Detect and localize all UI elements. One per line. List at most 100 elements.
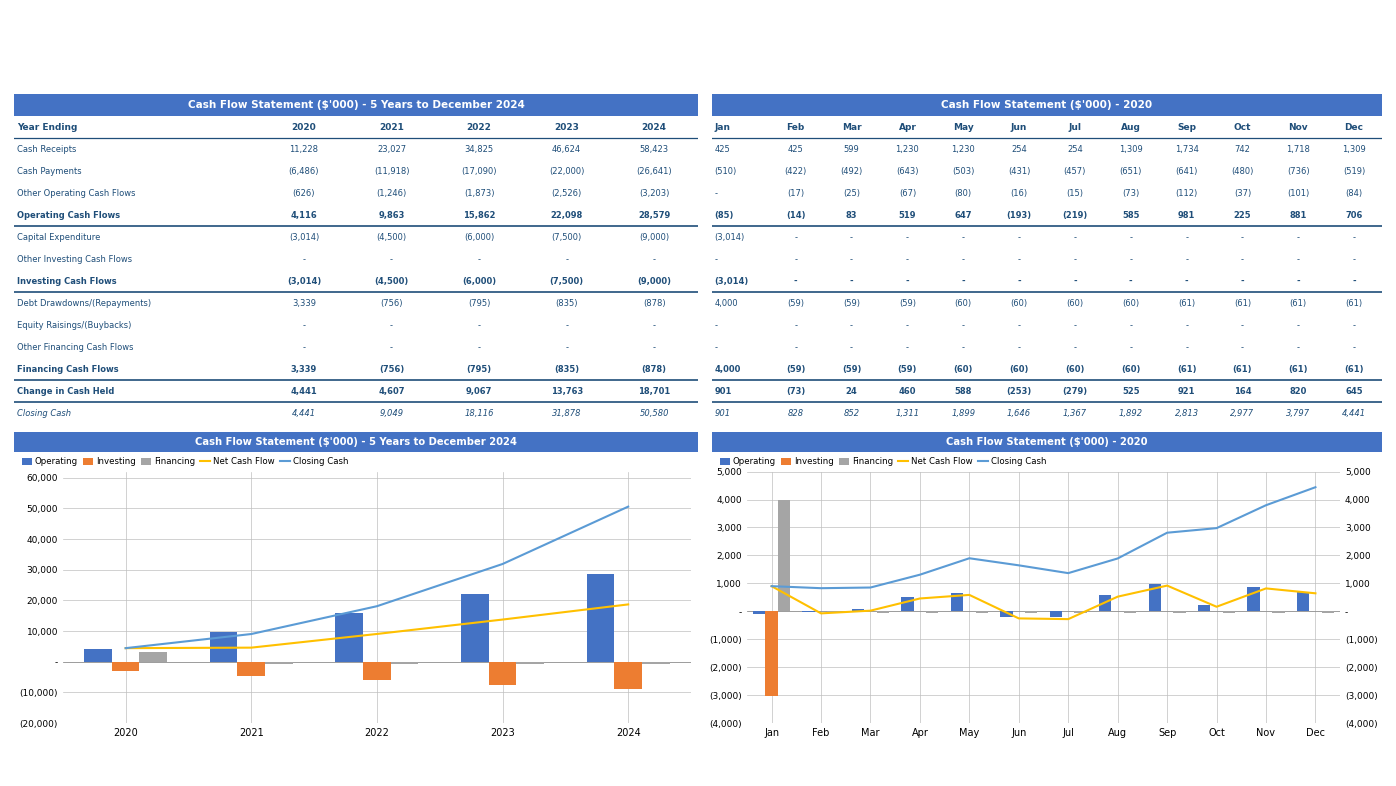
Text: Cash Flow Statement ($'000) - 5 Years to December 2024: Cash Flow Statement ($'000) - 5 Years to… — [195, 437, 517, 447]
Bar — [877, 612, 889, 613]
Text: 1,718: 1,718 — [1286, 145, 1311, 154]
Bar — [1025, 612, 1037, 613]
Text: 254: 254 — [1011, 145, 1027, 154]
Text: 828: 828 — [787, 409, 804, 418]
Text: -: - — [1185, 255, 1188, 264]
Text: -: - — [715, 255, 718, 264]
Text: 2023: 2023 — [554, 123, 579, 132]
Text: (60): (60) — [955, 299, 972, 308]
Text: (17): (17) — [787, 189, 804, 198]
Text: -: - — [1074, 321, 1076, 330]
Text: Other Operating Cash Flows: Other Operating Cash Flows — [17, 189, 135, 198]
Text: -: - — [1018, 233, 1020, 242]
Text: (503): (503) — [952, 167, 974, 176]
Text: 1,230: 1,230 — [895, 145, 920, 154]
Text: 2021: 2021 — [380, 123, 403, 132]
Bar — [14, 314, 698, 336]
Text: -: - — [794, 255, 797, 264]
Bar — [1099, 595, 1111, 612]
Bar — [712, 380, 1382, 402]
Text: 4,000: 4,000 — [715, 299, 738, 308]
Text: -: - — [1129, 233, 1132, 242]
Text: Closing Cash: Closing Cash — [17, 409, 71, 418]
Text: -: - — [906, 321, 909, 330]
Text: -: - — [962, 321, 965, 330]
Text: -: - — [850, 233, 853, 242]
Text: Other Financing Cash Flows: Other Financing Cash Flows — [17, 343, 133, 352]
Text: -: - — [1129, 321, 1132, 330]
Text: (835): (835) — [554, 365, 579, 374]
Text: (835): (835) — [556, 299, 578, 308]
Text: 83: 83 — [846, 211, 857, 220]
Text: -: - — [1074, 277, 1076, 286]
Bar — [489, 662, 517, 685]
Bar — [712, 336, 1382, 358]
Bar — [14, 292, 698, 314]
Text: 1,367: 1,367 — [1062, 409, 1087, 418]
Bar — [14, 182, 698, 204]
Text: (626): (626) — [293, 189, 315, 198]
Text: -: - — [906, 277, 909, 286]
Bar — [14, 402, 698, 424]
Text: -: - — [906, 233, 909, 242]
Text: -: - — [1297, 255, 1300, 264]
Text: -: - — [794, 233, 797, 242]
Text: (4,500): (4,500) — [377, 233, 406, 242]
Text: Dec: Dec — [1344, 123, 1364, 132]
Text: 9,049: 9,049 — [380, 409, 403, 418]
Text: -: - — [1241, 277, 1244, 286]
Text: (17,090): (17,090) — [461, 167, 497, 176]
Text: -: - — [1297, 277, 1300, 286]
Bar — [14, 380, 698, 402]
Text: (736): (736) — [1287, 167, 1309, 176]
Text: (3,203): (3,203) — [639, 189, 670, 198]
Bar — [712, 358, 1382, 380]
Text: (510): (510) — [715, 167, 737, 176]
Bar — [712, 270, 1382, 292]
Bar — [712, 292, 1382, 314]
Text: (9,000): (9,000) — [637, 277, 671, 286]
Text: (1,873): (1,873) — [463, 189, 494, 198]
Text: (25): (25) — [843, 189, 860, 198]
Text: 3,797: 3,797 — [1286, 409, 1311, 418]
Text: 3,339: 3,339 — [290, 365, 317, 374]
Text: Debt Drawdowns/(Repayments): Debt Drawdowns/(Repayments) — [17, 299, 151, 308]
Text: (3,014): (3,014) — [715, 233, 745, 242]
Text: (67): (67) — [899, 189, 916, 198]
Text: -: - — [1241, 343, 1244, 352]
Text: -: - — [1018, 321, 1020, 330]
Text: (59): (59) — [787, 299, 804, 308]
Text: -: - — [1185, 343, 1188, 352]
Text: 852: 852 — [843, 409, 860, 418]
Text: (7,500): (7,500) — [551, 233, 582, 242]
Legend: Operating, Investing, Financing, Net Cash Flow, Closing Cash: Operating, Investing, Financing, Net Cas… — [18, 454, 352, 470]
Text: 1,309: 1,309 — [1118, 145, 1143, 154]
Text: 2024: 2024 — [642, 123, 667, 132]
Text: -: - — [1353, 343, 1356, 352]
Bar — [517, 662, 544, 664]
Bar — [265, 662, 293, 664]
Text: -: - — [653, 321, 656, 330]
Bar — [712, 160, 1382, 182]
Bar — [14, 248, 698, 270]
Text: Cash Flow Statement ($'000) - 2020: Cash Flow Statement ($'000) - 2020 — [946, 437, 1148, 447]
Text: (9,000): (9,000) — [639, 233, 669, 242]
Text: Cash Payments: Cash Payments — [17, 167, 81, 176]
Text: -: - — [1297, 233, 1300, 242]
Text: -: - — [962, 277, 965, 286]
Text: 881: 881 — [1290, 211, 1307, 220]
Bar — [14, 160, 698, 182]
Text: 9,863: 9,863 — [378, 211, 405, 220]
Text: 921: 921 — [1178, 387, 1195, 396]
Text: -: - — [477, 343, 480, 352]
Text: -: - — [389, 255, 394, 264]
Text: 525: 525 — [1122, 387, 1139, 396]
Text: 31,878: 31,878 — [551, 409, 581, 418]
Bar — [712, 204, 1382, 226]
Text: -: - — [962, 233, 965, 242]
Text: -: - — [1297, 321, 1300, 330]
Text: 18,116: 18,116 — [465, 409, 494, 418]
Text: (112): (112) — [1175, 189, 1198, 198]
Bar — [1297, 592, 1309, 612]
Bar — [1001, 612, 1012, 617]
